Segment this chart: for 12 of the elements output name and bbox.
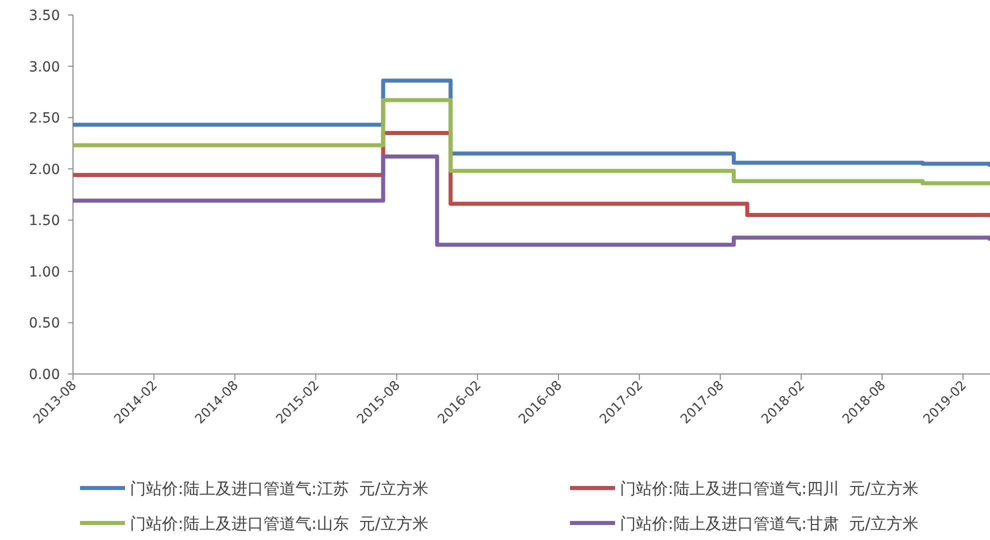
y-tick-label: 0.50: [28, 316, 60, 332]
y-tick-label: 1.50: [28, 213, 60, 230]
legend-label: 门站价:陆上及进口管道气:山东 元/立方米: [130, 514, 428, 533]
legend-label: 门站价:陆上及进口管道气:江苏 元/立方米: [130, 479, 428, 498]
legend-label: 门站价:陆上及进口管道气:甘肃 元/立方米: [620, 514, 918, 533]
y-tick-label: 3.50: [28, 8, 60, 24]
y-tick-label: 3.00: [28, 59, 60, 76]
y-tick-label: 0.00: [28, 367, 60, 383]
y-tick-label: 2.00: [28, 162, 60, 178]
legend-label: 门站价:陆上及进口管道气:四川 元/立方米: [620, 479, 918, 498]
y-tick-label: 1.00: [28, 264, 60, 280]
y-tick-label: 2.50: [28, 110, 60, 127]
